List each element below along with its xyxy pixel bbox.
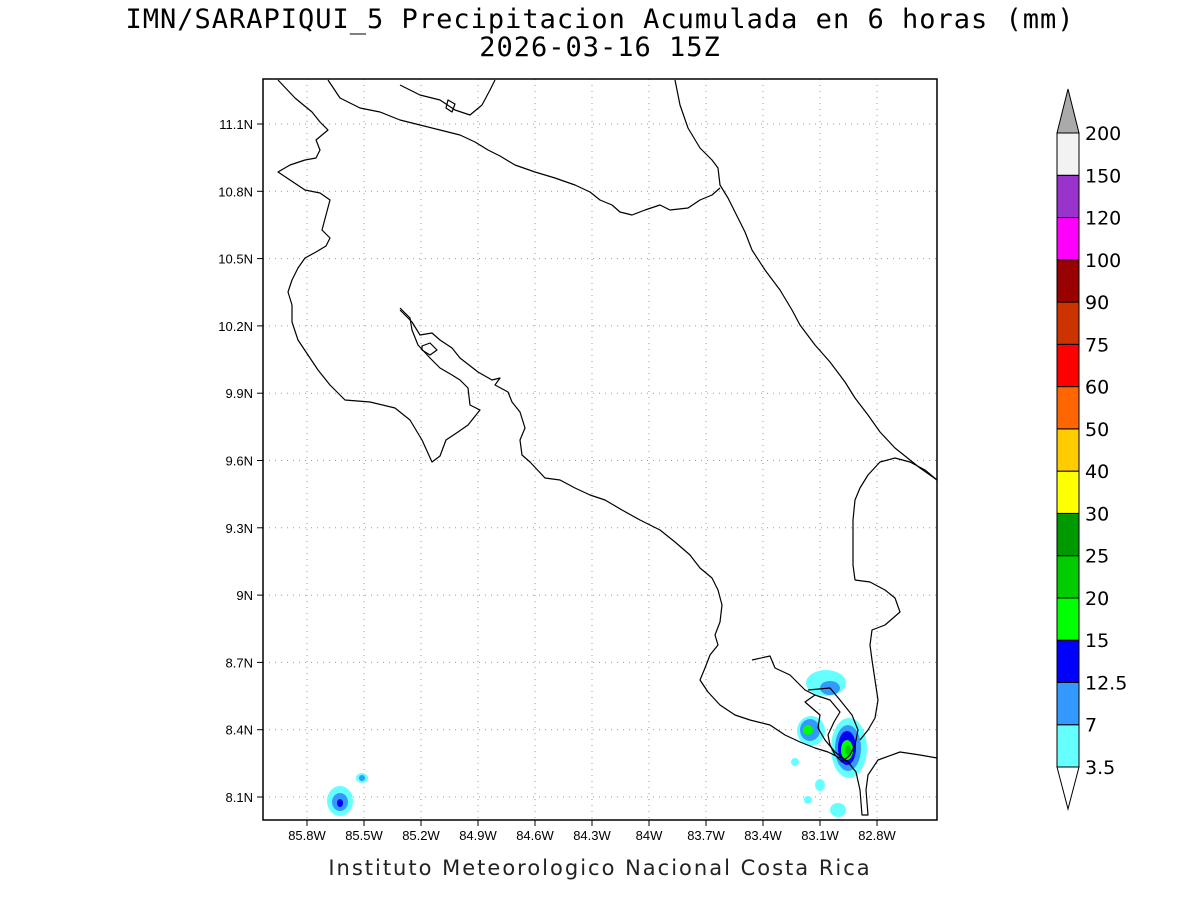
lat-tick-label: 9N <box>236 588 253 603</box>
colorbar-level-label: 100 <box>1085 250 1121 272</box>
colorbar-level-label: 3.5 <box>1085 757 1115 779</box>
colorbar-level-label: 25 <box>1085 546 1109 568</box>
caribbean-coast <box>674 79 938 481</box>
precip-area-3.5 <box>804 796 812 804</box>
precip-area-7 <box>359 775 365 781</box>
coastline <box>277 79 938 816</box>
osa-peninsula <box>751 655 938 816</box>
precip-area-12.5 <box>337 799 343 807</box>
latitude-axis: 11.1N 10.8N 10.5N 10.2N 9.9N 9.6N 9.3N 9N 8.7N 8.… <box>218 117 263 805</box>
colorbar-swatch <box>1056 512 1080 557</box>
lat-tick-label: 8.7N <box>226 655 253 670</box>
institution-credit: Instituto Meteorologico Nacional Costa R… <box>328 856 872 880</box>
colorbar-swatch <box>1056 555 1080 599</box>
nicaragua-lake-north <box>399 79 496 116</box>
lon-tick-label: 85.8W <box>288 828 326 843</box>
longitude-axis: 85.8W 85.5W 85.2W 84.9W 84.6W 84.3W 84W 83.7W 83… <box>288 820 897 843</box>
colorbar-swatch <box>1056 259 1080 303</box>
colorbar-level-label: 7 <box>1085 715 1097 737</box>
colorbar-level-label: 12.5 <box>1085 672 1127 694</box>
colorbar-swatch <box>1056 724 1080 768</box>
colorbar-swatch <box>1056 132 1080 176</box>
lon-tick-label: 84.9W <box>459 828 497 843</box>
panama-border <box>854 579 901 741</box>
colorbar-swatch <box>1056 386 1080 430</box>
lon-tick-label: 83.7W <box>687 828 725 843</box>
colorbar-under-arrow <box>1056 766 1080 811</box>
lon-tick-label: 83.1W <box>801 828 839 843</box>
lon-tick-label: 84.3W <box>573 828 611 843</box>
colorbar-level-label: 20 <box>1085 588 1109 610</box>
colorbar: 3.5 7 12.5 15 20 25 30 40 50 60 75 90 100 120 150 200 <box>1056 88 1127 811</box>
colorbar-swatch <box>1056 597 1080 641</box>
lat-tick-label: 9.6N <box>226 454 253 469</box>
map-title: IMN/SARAPIQUI_5 Precipitacion Acumulada … <box>125 4 1075 35</box>
precip-area-15 <box>803 725 813 735</box>
colorbar-swatch <box>1056 681 1080 726</box>
lon-tick-label: 83.4W <box>744 828 782 843</box>
colorbar-level-label: 60 <box>1085 377 1109 399</box>
colorbar-swatch <box>1056 639 1080 683</box>
lat-tick-label: 10.8N <box>218 184 253 199</box>
precip-area-20 <box>845 745 851 755</box>
lat-tick-label: 9.3N <box>226 521 253 536</box>
colorbar-level-label: 90 <box>1085 292 1109 314</box>
colorbar-level-label: 150 <box>1085 165 1121 187</box>
colorbar-swatch <box>1056 343 1080 388</box>
lon-tick-label: 84W <box>636 828 663 843</box>
precip-area-3.5 <box>791 758 799 766</box>
colorbar-over-arrow <box>1056 88 1080 134</box>
nicoya-island <box>421 342 438 356</box>
lat-tick-label: 11.1N <box>219 117 253 132</box>
bocas-coast <box>852 457 938 581</box>
map-grid <box>263 79 937 820</box>
colorbar-level-label: 15 <box>1085 630 1109 652</box>
colorbar-swatch <box>1056 428 1080 472</box>
colorbar-level-label: 40 <box>1085 461 1109 483</box>
map-subtitle: 2026-03-16 15Z <box>479 32 721 63</box>
nicaragua-lake-shore <box>277 79 481 463</box>
colorbar-level-label: 75 <box>1085 334 1109 356</box>
map-frame <box>262 78 938 821</box>
lat-tick-label: 9.9N <box>226 386 253 401</box>
lon-tick-label: 85.5W <box>345 828 383 843</box>
colorbar-swatch <box>1056 174 1080 219</box>
lon-tick-label: 82.8W <box>858 828 896 843</box>
lat-tick-label: 10.5N <box>218 252 253 267</box>
lon-tick-label: 85.2W <box>402 828 440 843</box>
colorbar-level-label: 120 <box>1085 208 1121 230</box>
colorbar-level-label: 30 <box>1085 503 1109 525</box>
colorbar-swatch <box>1056 217 1080 261</box>
lat-tick-label: 10.2N <box>218 319 253 334</box>
north-border <box>327 79 721 216</box>
colorbar-swatch <box>1056 301 1080 345</box>
precip-area-3.5 <box>830 803 846 817</box>
lat-tick-label: 8.1N <box>226 790 253 805</box>
precip-area-3.5 <box>815 779 825 791</box>
golfo-dulce <box>807 687 859 763</box>
gulf-coast <box>399 309 841 759</box>
colorbar-level-label: 50 <box>1085 419 1109 441</box>
colorbar-swatch <box>1056 470 1080 514</box>
precipitation-field <box>327 670 867 817</box>
colorbar-level-label: 200 <box>1085 123 1121 145</box>
lat-tick-label: 8.4N <box>226 723 253 738</box>
lake-island <box>445 99 456 113</box>
lon-tick-label: 84.6W <box>516 828 554 843</box>
